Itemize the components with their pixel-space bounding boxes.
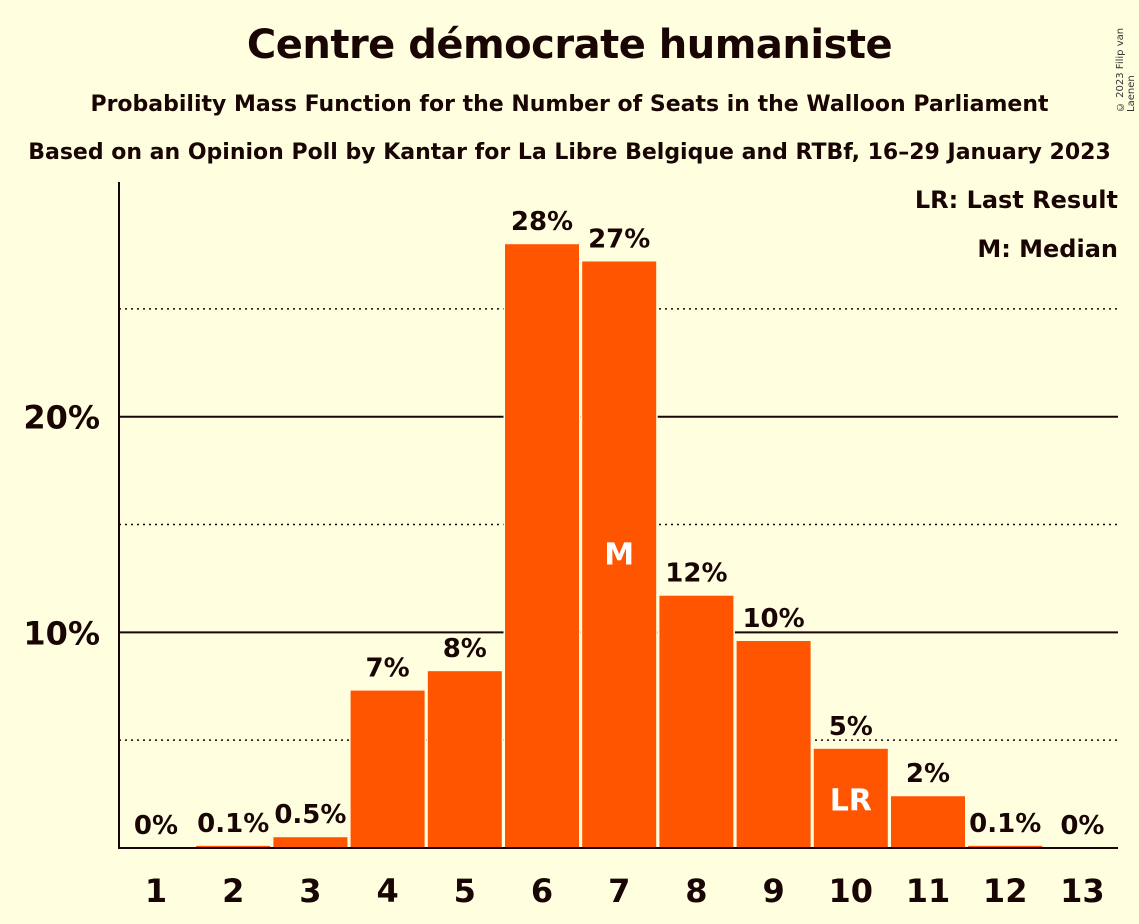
chart-subtitle-source: Based on an Opinion Poll by Kantar for L… <box>28 140 1111 165</box>
x-tick-label: 4 <box>376 872 398 910</box>
legend-item-last-result: LR: Last Result <box>915 186 1118 214</box>
bar <box>891 796 965 848</box>
chart-subtitle: Probability Mass Function for the Number… <box>90 92 1049 117</box>
x-tick-label: 6 <box>531 872 553 910</box>
bar-value-label: 0% <box>134 811 178 841</box>
bar <box>273 837 348 848</box>
bar <box>196 845 271 848</box>
legend-item-median: M: Median <box>977 235 1118 263</box>
chart-title: Centre démocrate humaniste <box>246 22 893 68</box>
y-tick-label: 10% <box>23 614 100 652</box>
x-tick-label: 13 <box>1060 872 1105 910</box>
x-tick-label: 7 <box>608 872 630 910</box>
bar-value-label: 0.5% <box>274 800 346 830</box>
bar-value-label: 8% <box>443 634 487 664</box>
x-tick-label: 5 <box>454 872 476 910</box>
bar <box>350 690 425 848</box>
last-result-marker: LR <box>830 783 872 818</box>
median-marker: M <box>604 538 634 573</box>
x-tick-label: 10 <box>829 872 874 910</box>
bar <box>427 671 502 848</box>
x-tick-label: 11 <box>906 872 951 910</box>
x-tick-label: 3 <box>299 872 321 910</box>
bar <box>968 845 1043 848</box>
bar-value-label: 27% <box>588 224 650 254</box>
bar <box>813 748 888 848</box>
bar <box>505 244 579 848</box>
y-tick-label: 20% <box>23 399 100 437</box>
bar <box>659 595 734 848</box>
bar <box>582 261 657 849</box>
bar-value-label: 0.1% <box>969 809 1041 839</box>
bar <box>736 640 811 848</box>
legend: LR: Last Result M: Median <box>915 186 1118 263</box>
bar-value-label: 0% <box>1060 811 1104 841</box>
bar-value-label: 12% <box>665 559 727 589</box>
x-tick-label: 8 <box>685 872 707 910</box>
x-tick-label: 2 <box>222 872 244 910</box>
x-tick-label: 9 <box>762 872 784 910</box>
x-tick-label: 1 <box>145 872 167 910</box>
bars-layer <box>194 242 1044 849</box>
bar-value-label: 10% <box>742 604 804 634</box>
bar-value-label: 0.1% <box>197 809 269 839</box>
axis-layer: 10%20%1 2 3 4 5 6 7 8 9 10 11 12 13 <box>23 182 1118 910</box>
bar-value-label: 2% <box>906 759 950 789</box>
labels-layer: 0% 0.1% 0.5%7%8%28%27%12%10%5%2%0.1% 0%MLR <box>134 207 1105 841</box>
bar-value-label: 7% <box>366 654 410 684</box>
x-tick-label: 12 <box>983 872 1028 910</box>
bar-value-label: 28% <box>511 207 573 237</box>
bar-value-label: 5% <box>829 712 873 742</box>
